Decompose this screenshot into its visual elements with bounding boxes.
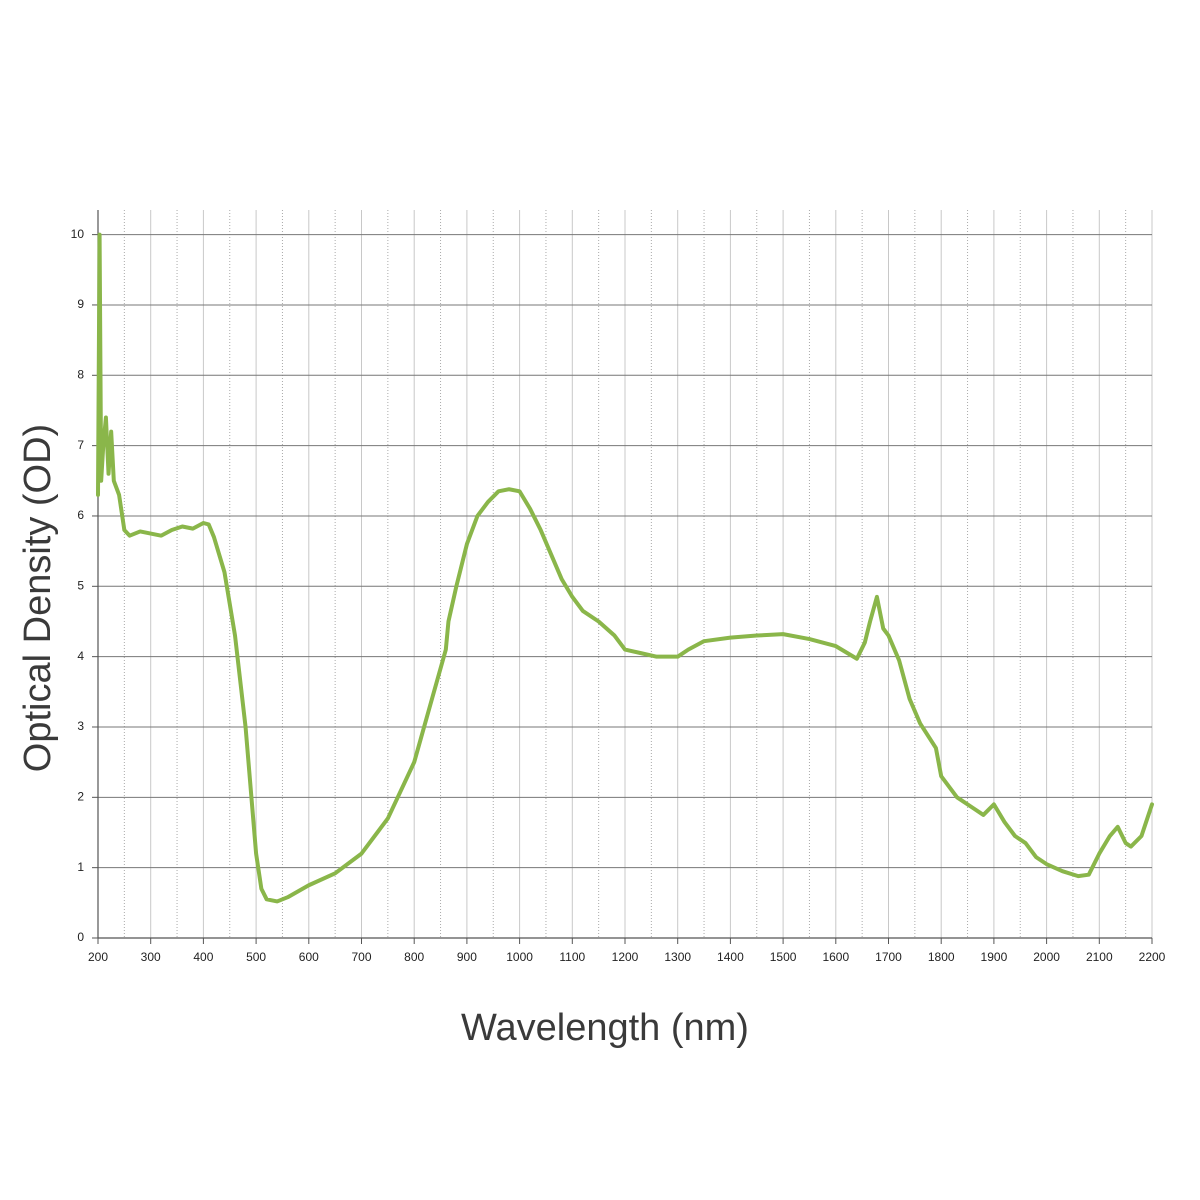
y-tick-label: 2	[77, 789, 84, 803]
x-tick-label: 900	[457, 950, 477, 964]
x-tick-label: 200	[88, 950, 108, 964]
x-tick-label: 1400	[717, 950, 744, 964]
x-tick-label: 300	[141, 950, 161, 964]
y-axis-label: Optical Density (OD)	[17, 424, 59, 772]
y-tick-label: 9	[77, 297, 84, 311]
x-tick-label: 700	[351, 950, 371, 964]
x-tick-label: 1200	[612, 950, 639, 964]
y-tick-label: 7	[77, 438, 84, 452]
y-tick-label: 0	[77, 930, 84, 944]
y-tick-label: 1	[77, 860, 84, 874]
x-tick-label: 1800	[928, 950, 955, 964]
x-tick-label: 1600	[822, 950, 849, 964]
y-tick-label: 6	[77, 508, 84, 522]
x-tick-label: 800	[404, 950, 424, 964]
x-tick-label: 500	[246, 950, 266, 964]
x-tick-label: 1900	[981, 950, 1008, 964]
x-tick-label: 1300	[664, 950, 691, 964]
x-axis-label: Wavelength (nm)	[461, 1007, 749, 1049]
x-tick-label: 600	[299, 950, 319, 964]
x-tick-label: 1100	[559, 950, 585, 964]
x-tick-label: 2200	[1139, 950, 1166, 964]
y-tick-label: 3	[77, 719, 84, 733]
y-tick-label: 4	[77, 649, 84, 663]
y-tick-label: 8	[77, 367, 84, 381]
x-tick-label: 400	[193, 950, 213, 964]
data-line	[96, 232, 1154, 904]
x-tick-label: 2000	[1033, 950, 1060, 964]
x-tick-label: 2100	[1086, 950, 1113, 964]
x-tick-label: 1700	[875, 950, 902, 964]
y-tick-label: 5	[77, 578, 84, 592]
x-tick-label: 1000	[506, 950, 533, 964]
y-tick-label: 10	[71, 227, 85, 241]
x-tick-label: 1500	[770, 950, 797, 964]
